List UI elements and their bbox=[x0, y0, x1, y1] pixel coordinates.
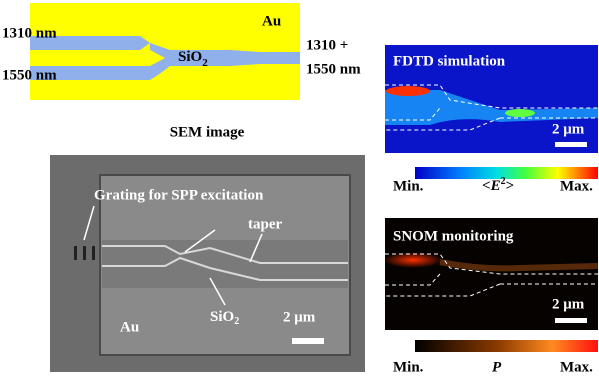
taper-label: taper bbox=[248, 216, 282, 232]
grating-slit bbox=[74, 246, 77, 260]
output-label: 1550 nm bbox=[306, 61, 361, 77]
scale-bar bbox=[555, 142, 587, 147]
snom-title: SNOM monitoring bbox=[393, 228, 514, 244]
metal-label: Au bbox=[262, 13, 281, 29]
output-label: 1310 + bbox=[306, 37, 348, 53]
colorbar-min: Min. bbox=[393, 359, 424, 375]
scale-label: 2 μm bbox=[283, 309, 316, 325]
fdtd-panel: FDTD simulation 2 μm Min. <E2> Max. bbox=[385, 45, 598, 194]
scale-bar bbox=[555, 318, 587, 323]
sem-image: Grating for SPP excitation taper SiO2 Au… bbox=[50, 155, 365, 372]
input-label: 1550 nm bbox=[2, 67, 57, 83]
colorbar-quantity: P bbox=[492, 359, 502, 375]
colorbar bbox=[415, 340, 598, 352]
field-hotspot bbox=[386, 86, 430, 96]
input-label: 1310 nm bbox=[2, 25, 57, 41]
figure: Au 1310 nm 1550 nm SiO2 1310 + 1550 nm S… bbox=[0, 0, 599, 380]
grating-slit bbox=[83, 246, 86, 260]
field-hotspot bbox=[505, 109, 535, 117]
fdtd-title: FDTD simulation bbox=[393, 53, 506, 69]
grating-label: Grating for SPP excitation bbox=[94, 187, 264, 203]
sem-title: SEM image bbox=[170, 124, 245, 140]
scale-label: 2 μm bbox=[552, 121, 585, 137]
colorbar-max: Max. bbox=[560, 359, 593, 375]
snom-panel: SNOM monitoring 2 μm Min. P Max. bbox=[383, 218, 598, 375]
schematic: Au 1310 nm 1550 nm SiO2 1310 + 1550 nm bbox=[2, 3, 361, 100]
colorbar bbox=[415, 167, 598, 179]
colorbar-max: Max. bbox=[560, 178, 593, 194]
metal-label: Au bbox=[120, 319, 139, 335]
scale-label: 2 μm bbox=[552, 296, 585, 312]
grating-slit bbox=[92, 246, 95, 260]
colorbar-min: Min. bbox=[393, 178, 424, 194]
colorbar-quantity: <E2> bbox=[482, 176, 514, 194]
scale-bar bbox=[292, 338, 324, 344]
